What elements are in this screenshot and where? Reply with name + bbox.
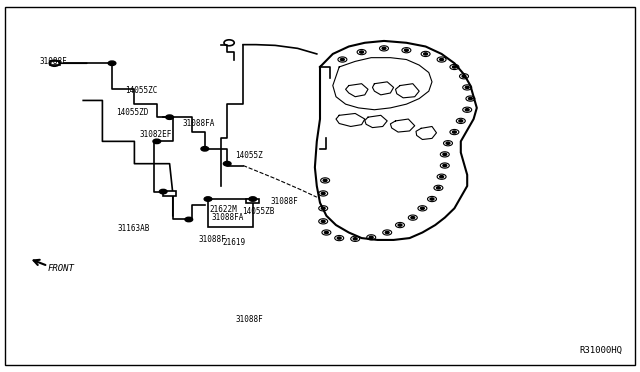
Circle shape [249,197,257,201]
Circle shape [411,217,415,219]
Circle shape [382,47,386,49]
Circle shape [153,139,161,144]
Circle shape [323,179,327,182]
Circle shape [385,231,389,234]
Circle shape [340,58,344,61]
Text: R31000HQ: R31000HQ [579,346,622,355]
Circle shape [443,164,447,167]
Circle shape [223,161,231,166]
Circle shape [446,142,450,144]
Circle shape [108,61,116,65]
Circle shape [204,197,212,201]
Text: 31088F: 31088F [198,235,226,244]
Circle shape [465,109,469,111]
Circle shape [185,217,193,222]
Circle shape [369,236,373,238]
Circle shape [321,192,325,195]
Text: 31088F: 31088F [270,197,298,206]
Circle shape [337,237,341,239]
Bar [208,199,253,227]
Text: 14055Z: 14055Z [236,151,263,160]
Circle shape [436,187,440,189]
Circle shape [420,207,424,209]
Circle shape [468,97,472,100]
Circle shape [321,220,325,222]
Text: 14055ZB: 14055ZB [242,207,275,216]
Circle shape [462,75,466,77]
Circle shape [201,147,209,151]
Circle shape [452,66,456,68]
Circle shape [440,176,444,178]
Circle shape [424,53,428,55]
Text: 31082EF: 31082EF [140,130,172,139]
Circle shape [465,86,469,89]
Text: 31088FA: 31088FA [211,213,244,222]
Text: 14055ZC: 14055ZC [125,86,157,94]
Circle shape [324,231,328,234]
Circle shape [353,238,357,240]
Text: 31163AB: 31163AB [117,224,150,233]
Bar [50,61,60,65]
Text: 21622M: 21622M [210,205,237,214]
Bar [163,191,176,196]
Circle shape [452,131,456,133]
Bar [246,199,259,203]
Text: 31088FA: 31088FA [182,119,215,128]
Circle shape [443,153,447,155]
Text: 31088F: 31088F [236,315,263,324]
Circle shape [404,49,408,51]
Circle shape [440,58,444,61]
Text: FRONT: FRONT [48,264,75,273]
Text: 14055ZD: 14055ZD [116,108,149,117]
Circle shape [398,224,402,226]
Circle shape [321,207,325,209]
Circle shape [459,120,463,122]
Circle shape [159,189,167,194]
Text: 31088F: 31088F [40,57,67,66]
Circle shape [360,51,364,53]
Circle shape [166,115,173,119]
Text: 21619: 21619 [223,238,246,247]
Circle shape [430,198,434,200]
